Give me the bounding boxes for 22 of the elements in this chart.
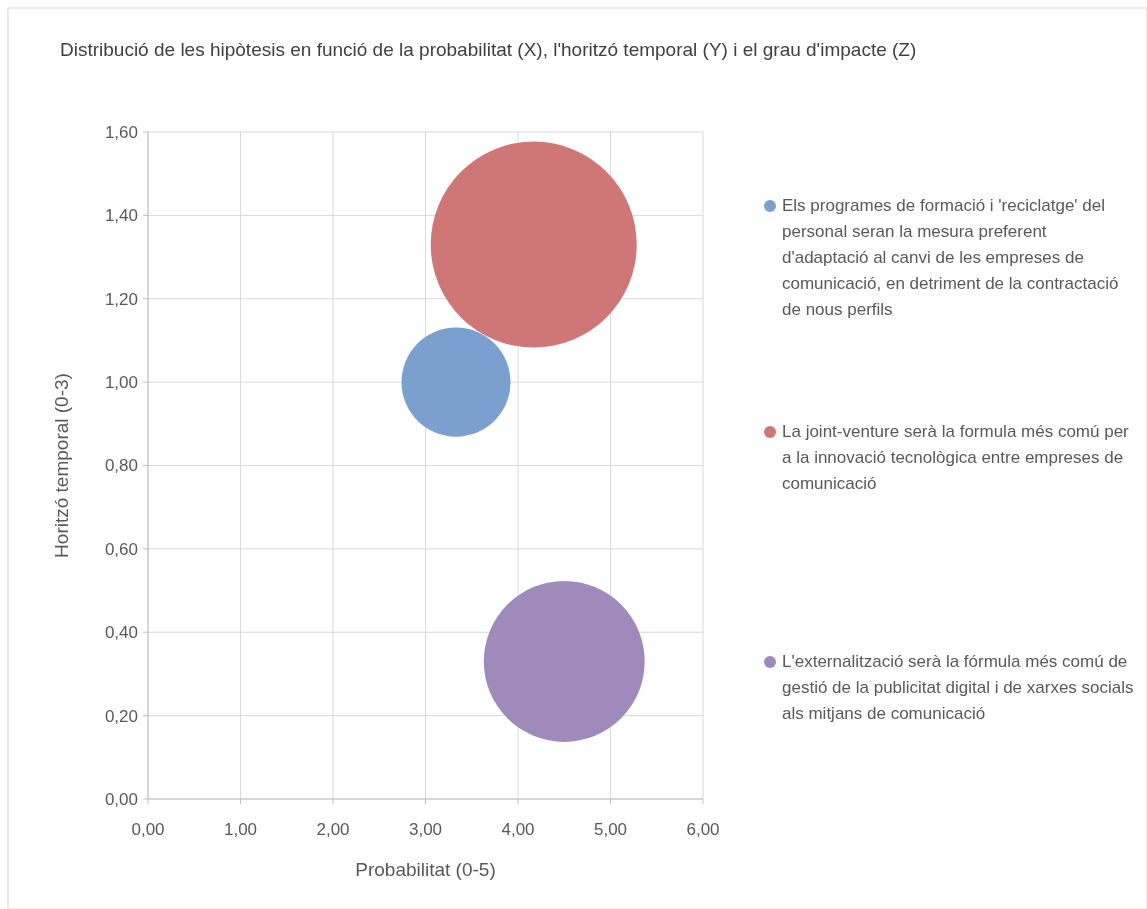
legend-label: Els programes de formació i 'reciclatge' del personal seran la mesura preferent d'adaptació al canvi de les empreses de comunicació, en detriment de la contractació de nous perfils bbox=[782, 195, 1119, 319]
y-tick-label: 0,00 bbox=[104, 789, 138, 809]
x-tick-label: 5,00 bbox=[593, 820, 628, 839]
x-tick-label: 4,00 bbox=[501, 820, 535, 839]
x-tick-label: 1,00 bbox=[223, 820, 258, 839]
y-tick-label: 0,80 bbox=[104, 456, 138, 476]
y-tick-label: 1,40 bbox=[104, 206, 138, 226]
y-tick-label: 1,20 bbox=[104, 289, 138, 309]
chart-title: Distribució de les hipòtesis en funció de la probabilitat (X), l'horitzó temporal (Y) i el grau d'impacte (Z) bbox=[60, 39, 917, 60]
y-tick-label: 0,20 bbox=[104, 706, 138, 726]
legend-label: L'externalització serà la fórmula més comú de gestió de la publicitat digital i de xarxes socials als mitjans de comunicació bbox=[782, 651, 1134, 723]
y-tick-label: 0,60 bbox=[104, 539, 138, 559]
x-tick-label: 0,00 bbox=[131, 820, 165, 839]
x-tick-label: 6,00 bbox=[686, 820, 720, 839]
legend-label: La joint-venture serà la formula més comú per a la innovació tecnològica entre empreses de comunicació bbox=[782, 421, 1130, 493]
y-axis-title: Horitzó temporal (0-3) bbox=[51, 373, 72, 558]
y-tick-label: 1,00 bbox=[104, 373, 138, 393]
y-tick-label: 0,40 bbox=[104, 623, 138, 643]
x-axis-title: Probabilitat (0-5) bbox=[355, 859, 496, 880]
x-tick-label: 2,00 bbox=[316, 820, 350, 839]
x-tick-label: 3,00 bbox=[408, 820, 443, 839]
y-tick-label: 1,60 bbox=[104, 122, 138, 142]
